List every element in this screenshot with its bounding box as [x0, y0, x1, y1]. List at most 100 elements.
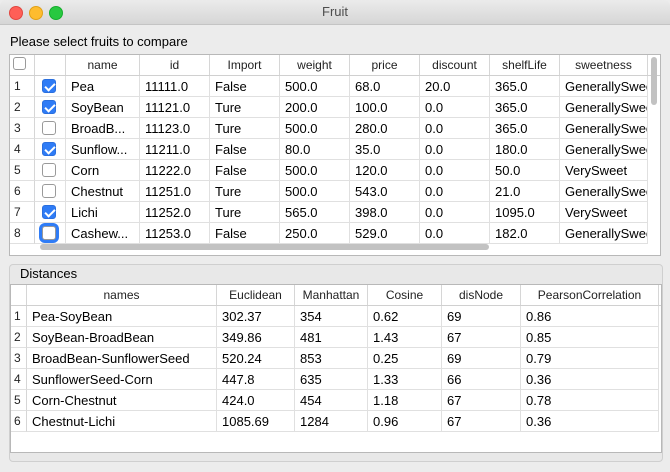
column-header-weight[interactable]: weight: [280, 55, 350, 75]
cell-disnode[interactable]: 67: [442, 411, 521, 432]
distance-row[interactable]: 3 BroadBean-SunflowerSeed 520.24 853 0.25 69 0…: [11, 348, 661, 369]
cell-discount[interactable]: 0.0: [420, 202, 490, 223]
cell-shelflife[interactable]: 50.0: [490, 160, 560, 181]
column-header-pearsoncorrelation[interactable]: PearsonCorrelation: [521, 285, 659, 305]
distance-row[interactable]: 6 Chestnut-Lichi 1085.69 1284 0.96 67 0.36: [11, 411, 661, 432]
cell-price[interactable]: 280.0: [350, 118, 420, 139]
cell-price[interactable]: 35.0: [350, 139, 420, 160]
maximize-window-button[interactable]: [49, 6, 63, 20]
fruit-row[interactable]: 3 BroadB... 11123.0 Ture 500.0 280.0 0.0 365.0 G…: [10, 118, 660, 139]
cell-pearson[interactable]: 0.78: [521, 390, 659, 411]
cell-name[interactable]: BroadB...: [66, 118, 140, 139]
close-window-button[interactable]: [9, 6, 23, 20]
cell-weight[interactable]: 500.0: [280, 118, 350, 139]
column-header-id[interactable]: id: [140, 55, 210, 75]
cell-import[interactable]: False: [210, 76, 280, 97]
cell-discount[interactable]: 0.0: [420, 97, 490, 118]
cell-sweetness[interactable]: GenerallySwee: [560, 97, 648, 118]
cell-id[interactable]: 11252.0: [140, 202, 210, 223]
cell-names[interactable]: BroadBean-SunflowerSeed: [27, 348, 217, 369]
cell-discount[interactable]: 0.0: [420, 160, 490, 181]
cell-weight[interactable]: 500.0: [280, 160, 350, 181]
cell-names[interactable]: Corn-Chestnut: [27, 390, 217, 411]
cell-discount[interactable]: 0.0: [420, 223, 490, 244]
cell-disnode[interactable]: 69: [442, 306, 521, 327]
select-fruit-checkbox[interactable]: [42, 142, 56, 156]
cell-id[interactable]: 11251.0: [140, 181, 210, 202]
cell-cosine[interactable]: 0.96: [368, 411, 442, 432]
cell-manhattan[interactable]: 454: [295, 390, 368, 411]
cell-import[interactable]: False: [210, 223, 280, 244]
select-fruit-checkbox[interactable]: [42, 205, 56, 219]
cell-cosine[interactable]: 1.18: [368, 390, 442, 411]
fruit-row[interactable]: 2 SoyBean 11121.0 Ture 200.0 100.0 0.0 365.0 Gen…: [10, 97, 660, 118]
cell-pearson[interactable]: 0.86: [521, 306, 659, 327]
cell-discount[interactable]: 0.0: [420, 118, 490, 139]
select-all-corner[interactable]: [10, 55, 35, 75]
cell-disnode[interactable]: 69: [442, 348, 521, 369]
cell-shelflife[interactable]: 1095.0: [490, 202, 560, 223]
distance-row[interactable]: 2 SoyBean-BroadBean 349.86 481 1.43 67 0.85: [11, 327, 661, 348]
column-header-name[interactable]: name: [66, 55, 140, 75]
cell-euclidean[interactable]: 424.0: [217, 390, 295, 411]
cell-name[interactable]: Cashew...: [66, 223, 140, 244]
cell-name[interactable]: Pea: [66, 76, 140, 97]
cell-cosine[interactable]: 1.33: [368, 369, 442, 390]
cell-pearson[interactable]: 0.36: [521, 411, 659, 432]
fruit-row[interactable]: 6 Chestnut 11251.0 Ture 500.0 543.0 0.0 21.0 Gen…: [10, 181, 660, 202]
cell-weight[interactable]: 500.0: [280, 76, 350, 97]
cell-weight[interactable]: 565.0: [280, 202, 350, 223]
column-header-shelflife[interactable]: shelfLife: [490, 55, 560, 75]
cell-sweetness[interactable]: GenerallySwee: [560, 223, 648, 244]
cell-sweetness[interactable]: GenerallySwee: [560, 139, 648, 160]
select-fruit-checkbox[interactable]: [42, 163, 56, 177]
cell-weight[interactable]: 500.0: [280, 181, 350, 202]
cell-shelflife[interactable]: 365.0: [490, 97, 560, 118]
cell-pearson[interactable]: 0.79: [521, 348, 659, 369]
cell-weight[interactable]: 250.0: [280, 223, 350, 244]
cell-id[interactable]: 11123.0: [140, 118, 210, 139]
cell-cosine[interactable]: 0.62: [368, 306, 442, 327]
fruits-horizontal-scrollbar[interactable]: [40, 244, 489, 250]
column-header-cosine[interactable]: Cosine: [368, 285, 442, 305]
cell-manhattan[interactable]: 1284: [295, 411, 368, 432]
cell-disnode[interactable]: 66: [442, 369, 521, 390]
cell-id[interactable]: 11222.0: [140, 160, 210, 181]
distance-row[interactable]: 4 SunflowerSeed-Corn 447.8 635 1.33 66 0.36: [11, 369, 661, 390]
cell-name[interactable]: Chestnut: [66, 181, 140, 202]
select-fruit-checkbox[interactable]: [42, 184, 56, 198]
select-fruit-checkbox[interactable]: [42, 79, 56, 93]
cell-import[interactable]: Ture: [210, 118, 280, 139]
cell-discount[interactable]: 0.0: [420, 139, 490, 160]
cell-shelflife[interactable]: 365.0: [490, 118, 560, 139]
cell-name[interactable]: Sunflow...: [66, 139, 140, 160]
cell-import[interactable]: Ture: [210, 97, 280, 118]
cell-names[interactable]: SoyBean-BroadBean: [27, 327, 217, 348]
cell-id[interactable]: 11121.0: [140, 97, 210, 118]
distances-table[interactable]: names Euclidean Manhattan Cosine disNode…: [10, 284, 662, 453]
fruit-row[interactable]: 5 Corn 11222.0 False 500.0 120.0 0.0 50.0 VerySw…: [10, 160, 660, 181]
cell-price[interactable]: 68.0: [350, 76, 420, 97]
title-bar[interactable]: Fruit: [0, 0, 670, 25]
cell-price[interactable]: 398.0: [350, 202, 420, 223]
fruit-row[interactable]: 8 Cashew... 11253.0 False 250.0 529.0 0.0 182.0…: [10, 223, 660, 244]
column-header-price[interactable]: price: [350, 55, 420, 75]
select-fruit-checkbox[interactable]: [42, 226, 56, 240]
cell-price[interactable]: 120.0: [350, 160, 420, 181]
select-fruit-checkbox[interactable]: [42, 100, 56, 114]
cell-shelflife[interactable]: 180.0: [490, 139, 560, 160]
cell-pearson[interactable]: 0.85: [521, 327, 659, 348]
fruits-vertical-scrollbar[interactable]: [651, 57, 657, 105]
cell-sweetness[interactable]: GenerallySwee: [560, 118, 648, 139]
cell-sweetness[interactable]: GenerallySwee: [560, 76, 648, 97]
cell-disnode[interactable]: 67: [442, 390, 521, 411]
cell-manhattan[interactable]: 354: [295, 306, 368, 327]
column-header-euclidean[interactable]: Euclidean: [217, 285, 295, 305]
cell-import[interactable]: Ture: [210, 202, 280, 223]
distance-row[interactable]: 5 Corn-Chestnut 424.0 454 1.18 67 0.78: [11, 390, 661, 411]
select-fruit-checkbox[interactable]: [42, 121, 56, 135]
cell-pearson[interactable]: 0.36: [521, 369, 659, 390]
cell-euclidean[interactable]: 349.86: [217, 327, 295, 348]
distances-corner[interactable]: [11, 285, 27, 305]
cell-manhattan[interactable]: 635: [295, 369, 368, 390]
